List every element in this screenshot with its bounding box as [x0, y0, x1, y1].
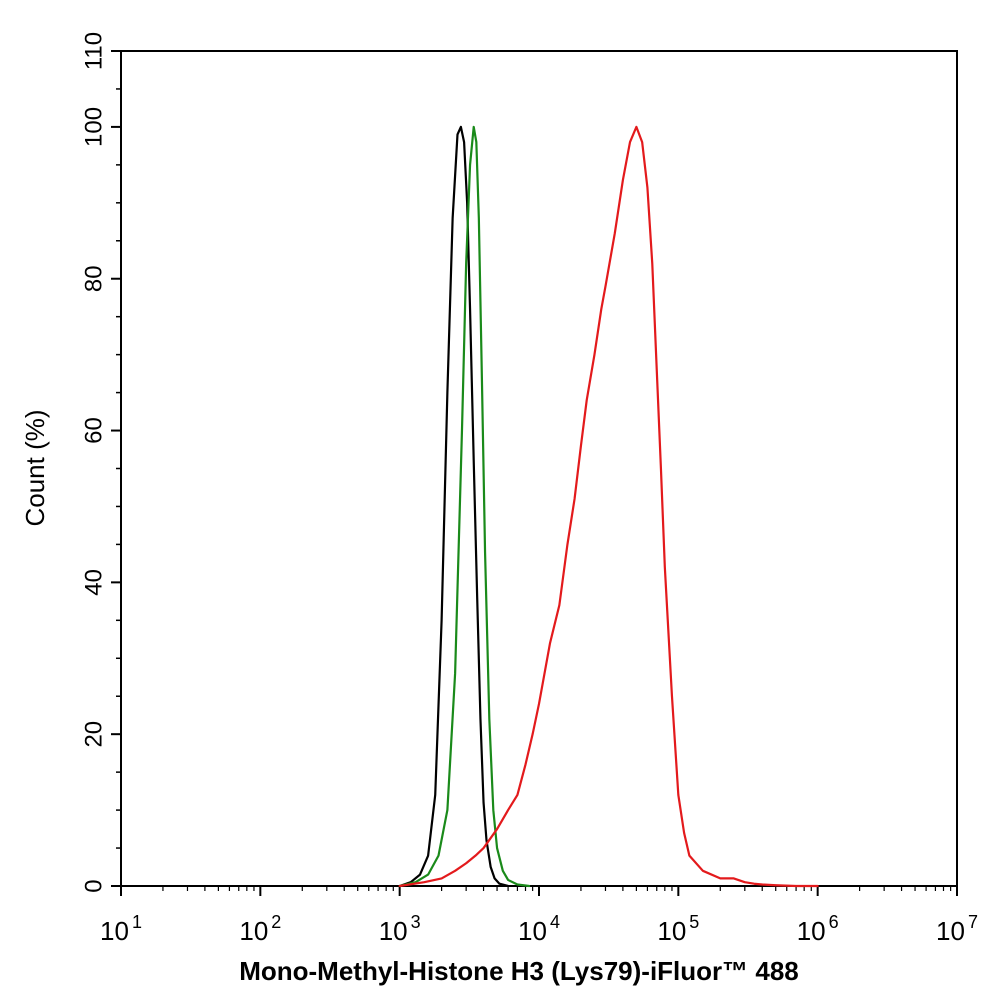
x-tick-label: 10 3: [379, 912, 421, 946]
x-tick-label: 10 6: [797, 912, 839, 946]
y-tick-label: 20: [80, 721, 107, 748]
series-line-1: [398, 125, 510, 888]
series-line-2: [398, 125, 531, 888]
y-axis-title: Count (%): [20, 409, 50, 526]
x-tick-label: 10 2: [239, 912, 281, 946]
plot-frame: [120, 50, 958, 887]
tick-labels: 0 20 40 60 80 100 110 10 1 10 2 10 3 10 4 10 5 10 6 10 7: [80, 32, 978, 946]
axes: [111, 50, 958, 896]
y-tick-label: 40: [80, 569, 107, 596]
y-tick-label: 0: [80, 879, 107, 892]
series-line-3: [398, 125, 819, 888]
y-tick-label: 80: [80, 265, 107, 292]
y-tick-label: 110: [80, 32, 107, 70]
series-layer: [398, 125, 819, 888]
x-tick-label: 10 7: [936, 912, 978, 946]
y-tick-label: 60: [80, 417, 107, 444]
x-tick-label: 10 4: [518, 912, 560, 946]
x-axis-title: Mono-Methyl-Histone H3 (Lys79)-iFluor™ 4…: [239, 956, 799, 986]
x-tick-label: 10 1: [100, 912, 142, 946]
x-tick-label: 10 5: [657, 912, 699, 946]
y-tick-label: 100: [80, 107, 107, 147]
